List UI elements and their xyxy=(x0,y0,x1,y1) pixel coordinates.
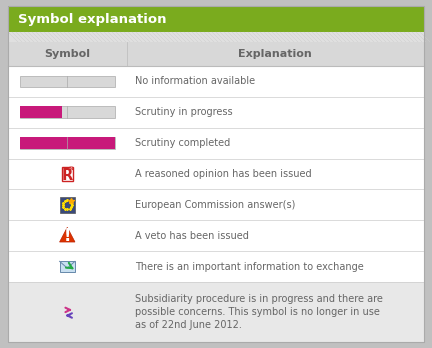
Text: No information available: No information available xyxy=(134,77,255,86)
Text: A veto has been issued: A veto has been issued xyxy=(134,231,248,241)
Bar xyxy=(62,167,73,181)
Text: R: R xyxy=(61,168,73,183)
Bar xyxy=(20,137,115,149)
Bar xyxy=(8,32,424,42)
Bar xyxy=(20,137,115,149)
Bar xyxy=(8,128,424,159)
Bar xyxy=(8,97,424,128)
Bar xyxy=(8,189,424,220)
Bar xyxy=(8,251,424,282)
Text: !: ! xyxy=(64,227,71,245)
Text: Symbol: Symbol xyxy=(44,49,90,59)
Text: Subsidiarity procedure is in progress and there are
possible concerns. This symb: Subsidiarity procedure is in progress an… xyxy=(134,294,382,330)
Bar xyxy=(8,66,424,97)
Text: Scrutiny in progress: Scrutiny in progress xyxy=(134,107,232,117)
Bar xyxy=(8,220,424,251)
Bar xyxy=(20,106,62,118)
Polygon shape xyxy=(60,227,75,242)
Bar xyxy=(60,261,75,272)
Bar xyxy=(8,6,424,32)
Text: A reasoned opinion has been issued: A reasoned opinion has been issued xyxy=(134,169,311,179)
Text: Scrutiny completed: Scrutiny completed xyxy=(134,138,230,148)
Text: European Commission answer(s): European Commission answer(s) xyxy=(134,200,295,210)
Polygon shape xyxy=(70,167,73,170)
Bar xyxy=(8,159,424,189)
Bar xyxy=(20,76,115,87)
Text: There is an important information to exchange: There is an important information to exc… xyxy=(134,262,363,271)
Text: Explanation: Explanation xyxy=(238,49,312,59)
Bar xyxy=(8,42,424,66)
Bar xyxy=(8,282,424,342)
Bar xyxy=(20,106,115,118)
Text: Symbol explanation: Symbol explanation xyxy=(18,13,166,25)
Bar xyxy=(60,197,75,213)
